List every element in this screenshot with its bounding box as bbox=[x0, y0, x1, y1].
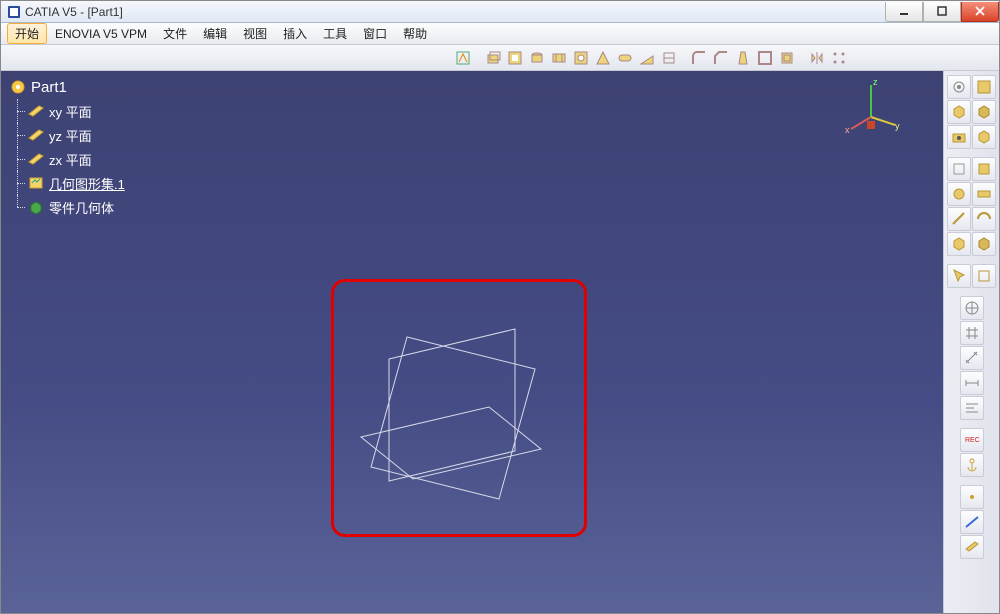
tb-shell-icon[interactable] bbox=[755, 48, 775, 68]
y-axis-label: y bbox=[895, 121, 900, 131]
axis-triad-icon[interactable]: z y x bbox=[841, 77, 901, 137]
menu-help[interactable]: 帮助 bbox=[395, 23, 435, 44]
rp-line-icon[interactable] bbox=[960, 510, 984, 534]
window-controls bbox=[885, 2, 999, 22]
viewport-3d[interactable]: Part1 xy 平面 yz 平面 zx 平面 bbox=[1, 71, 943, 613]
menu-edit[interactable]: 编辑 bbox=[195, 23, 235, 44]
tb-slot-icon[interactable] bbox=[615, 48, 635, 68]
maximize-button[interactable] bbox=[923, 2, 961, 22]
rp-align-icon[interactable] bbox=[960, 396, 984, 420]
body-row: Part1 xy 平面 yz 平面 zx 平面 bbox=[1, 71, 999, 613]
geoset-icon bbox=[27, 175, 45, 191]
specification-tree: Part1 xy 平面 yz 平面 zx 平面 bbox=[9, 75, 125, 219]
rp-tool9-icon[interactable] bbox=[972, 264, 996, 288]
app-icon bbox=[7, 5, 21, 19]
rp-cube1-icon[interactable] bbox=[947, 100, 971, 124]
tb-chamfer-icon[interactable] bbox=[711, 48, 731, 68]
tb-stiffener-icon[interactable] bbox=[637, 48, 657, 68]
rp-compass-icon[interactable] bbox=[960, 296, 984, 320]
tree-item-body[interactable]: 零件几何体 bbox=[9, 195, 125, 219]
tb-hole-icon[interactable] bbox=[571, 48, 591, 68]
part-icon bbox=[9, 79, 27, 95]
menu-window[interactable]: 窗口 bbox=[355, 23, 395, 44]
tree-item-yz[interactable]: yz 平面 bbox=[9, 123, 125, 147]
tb-pad-icon[interactable] bbox=[483, 48, 503, 68]
tb-shaft-icon[interactable] bbox=[527, 48, 547, 68]
tree-label: zx 平面 bbox=[49, 150, 92, 169]
z-axis-label: z bbox=[873, 77, 878, 87]
rp-dim-icon[interactable] bbox=[960, 371, 984, 395]
rp-grid-icon[interactable] bbox=[960, 321, 984, 345]
rp-rec-icon[interactable]: REC bbox=[960, 428, 984, 452]
tree-label: xy 平面 bbox=[49, 102, 92, 121]
tb-mirror-icon[interactable] bbox=[807, 48, 827, 68]
tree-root[interactable]: Part1 bbox=[9, 75, 125, 99]
tree-root-label: Part1 bbox=[31, 79, 67, 96]
tb-fillet-icon[interactable] bbox=[689, 48, 709, 68]
rp-tool1-icon[interactable] bbox=[947, 157, 971, 181]
rp-tool4-icon[interactable] bbox=[972, 182, 996, 206]
rp-camera-icon[interactable] bbox=[947, 125, 971, 149]
menu-tools[interactable]: 工具 bbox=[315, 23, 355, 44]
menu-start[interactable]: 开始 bbox=[7, 23, 47, 44]
rp-select-icon[interactable] bbox=[947, 264, 971, 288]
tb-pocket-icon[interactable] bbox=[505, 48, 525, 68]
close-button[interactable] bbox=[961, 2, 999, 22]
tb-groove-icon[interactable] bbox=[549, 48, 569, 68]
annotation-highlight bbox=[331, 279, 587, 537]
plane-icon bbox=[27, 127, 45, 143]
app-window: CATIA V5 - [Part1] 开始 ENOVIA V5 VPM 文件 编… bbox=[0, 0, 1000, 614]
tree-label: yz 平面 bbox=[49, 126, 92, 145]
tb-thickness-icon[interactable] bbox=[777, 48, 797, 68]
tree-label: 零件几何体 bbox=[49, 198, 114, 217]
rp-workbench-icon[interactable] bbox=[972, 75, 996, 99]
tree-item-zx[interactable]: zx 平面 bbox=[9, 147, 125, 171]
menubar: 开始 ENOVIA V5 VPM 文件 编辑 视图 插入 工具 窗口 帮助 bbox=[1, 23, 999, 45]
body-icon bbox=[27, 199, 45, 215]
rp-anchor-icon[interactable] bbox=[960, 453, 984, 477]
rp-tool2-icon[interactable] bbox=[972, 157, 996, 181]
rp-tool8-icon[interactable] bbox=[972, 232, 996, 256]
tb-pattern-icon[interactable] bbox=[829, 48, 849, 68]
rp-tool6-icon[interactable] bbox=[972, 207, 996, 231]
main-toolbar bbox=[1, 45, 999, 71]
tb-rib-icon[interactable] bbox=[593, 48, 613, 68]
window-title: CATIA V5 - [Part1] bbox=[25, 5, 885, 19]
plane-icon bbox=[27, 151, 45, 167]
menu-enovia[interactable]: ENOVIA V5 VPM bbox=[47, 25, 155, 43]
rp-tool7-icon[interactable] bbox=[947, 232, 971, 256]
menu-insert[interactable]: 插入 bbox=[275, 23, 315, 44]
rp-cube3-icon[interactable] bbox=[972, 125, 996, 149]
plane-icon bbox=[27, 103, 45, 119]
rp-plane-tool-icon[interactable] bbox=[960, 535, 984, 559]
rp-cube2-icon[interactable] bbox=[972, 100, 996, 124]
tree-item-geoset[interactable]: 几何图形集.1 bbox=[9, 171, 125, 195]
rp-tool5-icon[interactable] bbox=[947, 207, 971, 231]
rp-measure-icon[interactable] bbox=[960, 346, 984, 370]
minimize-button[interactable] bbox=[885, 2, 923, 22]
tree-label: 几何图形集.1 bbox=[49, 174, 125, 193]
rp-gear-icon[interactable] bbox=[947, 75, 971, 99]
svg-text:REC: REC bbox=[965, 437, 980, 444]
menu-view[interactable]: 视图 bbox=[235, 23, 275, 44]
tree-item-xy[interactable]: xy 平面 bbox=[9, 99, 125, 123]
tb-sketch-icon[interactable] bbox=[453, 48, 473, 68]
tb-multisection-icon[interactable] bbox=[659, 48, 679, 68]
titlebar: CATIA V5 - [Part1] bbox=[1, 1, 999, 23]
tb-draft-icon[interactable] bbox=[733, 48, 753, 68]
right-toolbar-panel: REC bbox=[943, 71, 999, 613]
rp-tool3-icon[interactable] bbox=[947, 182, 971, 206]
menu-file[interactable]: 文件 bbox=[155, 23, 195, 44]
x-axis-label: x bbox=[845, 125, 850, 135]
rp-point-icon[interactable] bbox=[960, 485, 984, 509]
